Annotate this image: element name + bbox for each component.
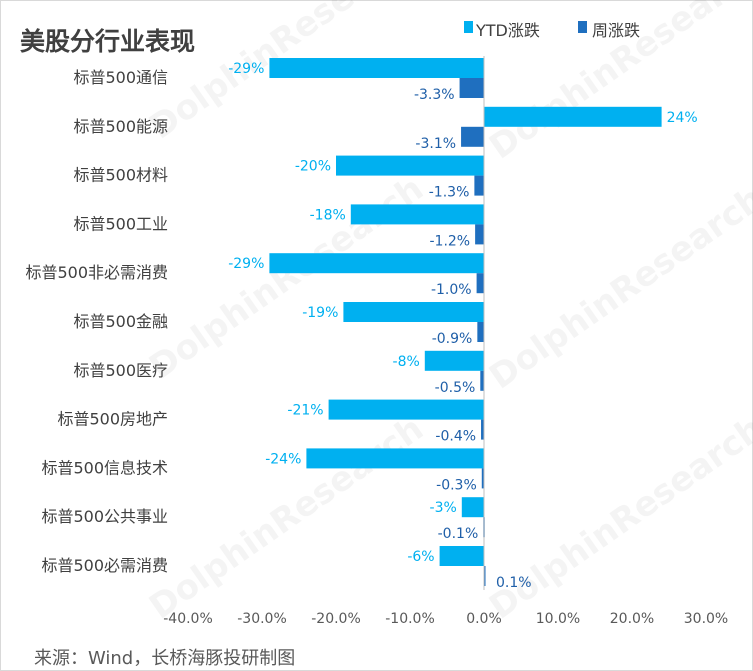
x-axis-ticks: -40.0% -30.0% -20.0% -10.0% 0.0% 10.0% 20.0% 30… xyxy=(163,611,728,627)
data-label-weekly: -1.2% xyxy=(429,233,470,249)
category-label: 标普500工业 xyxy=(73,214,168,233)
bar-ytd xyxy=(439,546,484,566)
bar-ytd xyxy=(306,448,484,469)
x-tick-label: -10.0% xyxy=(385,611,435,627)
data-label-ytd: -29% xyxy=(228,61,264,77)
watermark-text: DolphinResearch xyxy=(142,409,431,628)
data-label-ytd: -29% xyxy=(228,256,264,272)
x-tick-label: 10.0% xyxy=(536,611,580,627)
bar-weekly xyxy=(480,370,484,391)
bar-weekly xyxy=(484,566,486,586)
legend-label-ytd: YTD涨跌 xyxy=(475,21,540,40)
data-label-weekly: -0.9% xyxy=(432,331,473,347)
bar-weekly xyxy=(477,322,484,342)
source-note: 来源：Wind，长桥海豚投研制图 xyxy=(34,648,295,669)
legend-label-weekly: 周涨跌 xyxy=(592,21,640,40)
category-label: 标普500信息技术 xyxy=(41,458,168,477)
data-label-weekly: -0.3% xyxy=(436,477,477,493)
bar-weekly xyxy=(476,273,484,294)
x-tick-label: -30.0% xyxy=(237,611,287,627)
bar-weekly xyxy=(459,78,484,98)
bar-ytd xyxy=(424,350,484,371)
bar-ytd xyxy=(328,399,484,420)
category-label: 标普500能源 xyxy=(73,117,168,136)
bar-ytd xyxy=(484,106,662,127)
category-label: 标普500非必需消费 xyxy=(25,263,168,282)
category-label: 标普500材料 xyxy=(73,166,168,185)
data-label-ytd: -3% xyxy=(430,500,457,516)
category-label: 标普500医疗 xyxy=(73,361,168,380)
data-label-weekly: -0.1% xyxy=(438,526,479,542)
bar-weekly xyxy=(475,224,484,245)
data-label-weekly: -0.5% xyxy=(435,380,476,396)
watermark-text: DolphinResearch xyxy=(142,169,431,388)
bar-ytd xyxy=(461,497,484,518)
data-label-weekly: -1.3% xyxy=(429,185,470,201)
category-label: 标普500必需消费 xyxy=(41,556,168,575)
data-label-weekly: -3.1% xyxy=(415,136,456,152)
bar-weekly xyxy=(474,175,484,196)
bar-ytd xyxy=(269,58,484,78)
bars: 标普500通信 -29% -3.3% 标普500能源 24% -3.1% 标普500材料 -2… xyxy=(25,56,698,591)
x-tick-label: 0.0% xyxy=(466,611,502,627)
data-label-ytd: -8% xyxy=(393,354,420,370)
category-label: 标普500通信 xyxy=(73,68,168,87)
data-label-ytd: -20% xyxy=(295,159,331,175)
bar-ytd xyxy=(350,204,484,225)
legend-swatch-weekly xyxy=(578,21,587,33)
watermark-text: DolphinResearch xyxy=(482,409,753,628)
data-label-ytd: -19% xyxy=(302,305,338,321)
x-tick-label: 30.0% xyxy=(684,611,728,627)
bar-weekly xyxy=(461,126,484,147)
watermark-text: DolphinResearch xyxy=(482,179,753,398)
data-label-ytd: -24% xyxy=(265,451,301,467)
category-label: 标普500公共事业 xyxy=(41,507,168,526)
category-label: 标普500房地产 xyxy=(57,410,168,429)
data-label-ytd: -21% xyxy=(287,403,323,419)
legend-swatch-ytd xyxy=(464,21,473,33)
data-label-weekly: 0.1% xyxy=(496,575,532,591)
data-label-ytd: 24% xyxy=(667,110,698,126)
data-label-weekly: -3.3% xyxy=(414,87,455,103)
x-tick-label: -40.0% xyxy=(163,611,213,627)
data-label-weekly: -0.4% xyxy=(435,429,476,445)
bar-ytd xyxy=(269,253,484,274)
bar-weekly xyxy=(481,468,484,489)
x-tick-label: -20.0% xyxy=(311,611,361,627)
data-label-ytd: -6% xyxy=(407,549,434,565)
category-label: 标普500金融 xyxy=(73,312,168,331)
bar-ytd xyxy=(343,302,484,322)
data-label-weekly: -1.0% xyxy=(431,282,472,298)
chart-title: 美股分行业表现 xyxy=(20,27,195,56)
bar-weekly xyxy=(481,419,484,440)
data-label-ytd: -18% xyxy=(310,207,346,223)
bar-ytd xyxy=(336,155,484,176)
x-tick-label: 20.0% xyxy=(610,611,654,627)
